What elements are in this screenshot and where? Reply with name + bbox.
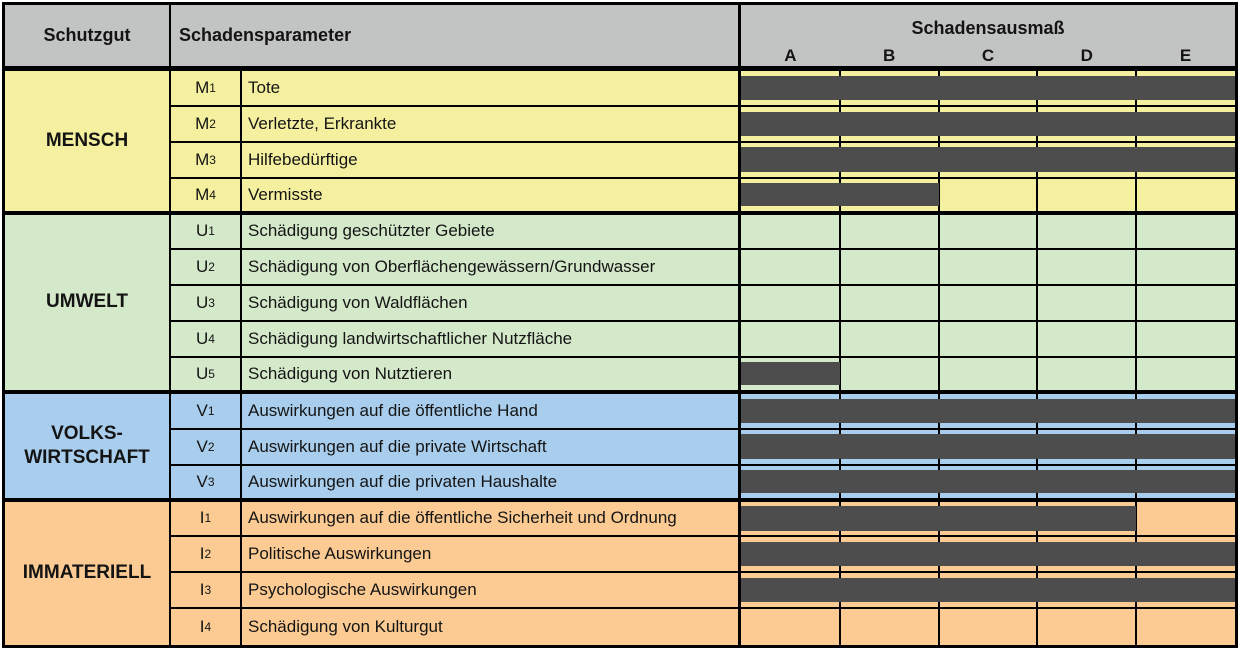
extent-track xyxy=(741,358,1235,394)
parameter-label: Auswirkungen auf die private Wirtschaft xyxy=(242,429,741,466)
scale-label-c: C xyxy=(981,45,995,65)
extent-bar xyxy=(741,470,1235,494)
extent-bar xyxy=(741,506,1137,531)
parameter-label: Schädigung geschützter Gebiete xyxy=(242,214,741,251)
group-cell-immateriell: IMMATERIELL xyxy=(5,501,171,645)
parameter-label: Auswirkungen auf die privaten Haushalte xyxy=(242,465,741,502)
parameter-label: Tote xyxy=(242,71,741,107)
extent-track xyxy=(741,393,1235,430)
parameter-label: Schädigung von Nutztieren xyxy=(242,358,741,394)
parameter-label: Schädigung landwirtschaftlicher Nutzfläc… xyxy=(242,322,741,358)
extent-bar xyxy=(741,75,1235,101)
extent-track xyxy=(741,71,1235,107)
group-cell-umwelt: UMWELT xyxy=(5,214,171,394)
parameter-label: Auswirkungen auf die öffentliche Hand xyxy=(242,393,741,430)
extent-bar xyxy=(741,362,840,386)
parameter-label: Politische Auswirkungen xyxy=(242,537,741,574)
extent-bar xyxy=(741,434,1235,459)
parameter-label: Psychologische Auswirkungen xyxy=(242,573,741,610)
parameter-label: Schädigung von Waldflächen xyxy=(242,286,741,323)
extent-track xyxy=(741,573,1235,610)
extent-track xyxy=(741,501,1235,538)
extent-track xyxy=(741,286,1235,323)
extent-track xyxy=(741,322,1235,358)
extent-track xyxy=(741,250,1235,287)
extent-track xyxy=(741,537,1235,574)
extent-bar xyxy=(741,398,1235,423)
scale-label-a: A xyxy=(784,45,797,65)
parameter-label: Verletzte, Erkrankte xyxy=(242,106,741,143)
extent-track xyxy=(741,106,1235,143)
header-cell-schadensparameter: Schadensparameter xyxy=(171,5,741,71)
extent-track xyxy=(741,429,1235,466)
parameter-label: Schädigung von Kulturgut xyxy=(242,609,741,645)
parameter-label: Vermisste xyxy=(242,178,741,215)
parameter-label: Auswirkungen auf die öffentliche Sicherh… xyxy=(242,501,741,538)
extent-track xyxy=(741,178,1235,215)
scale-label-d: D xyxy=(1080,45,1093,65)
extent-bar xyxy=(741,542,1235,567)
scale-label-b: B xyxy=(883,45,896,65)
extent-track xyxy=(741,142,1235,179)
group-cell-mensch: MENSCH xyxy=(5,71,171,215)
header-cell-schutzgut: Schutzgut xyxy=(5,5,171,71)
scale-label-e: E xyxy=(1179,45,1192,65)
scale-row: A B C D E xyxy=(741,45,1235,71)
extent-track xyxy=(741,609,1235,645)
extent-track xyxy=(741,214,1235,251)
header-cell-schadensausmass: Schadensausmaß xyxy=(741,5,1235,45)
extent-bar xyxy=(741,577,1235,603)
extent-bar xyxy=(741,147,1235,172)
extent-bar xyxy=(741,183,939,207)
extent-bar xyxy=(741,111,1235,136)
parameter-label: Schädigung von Oberflächengewässern/Grun… xyxy=(242,250,741,287)
group-cell-volkswirtschaft: VOLKS- WIRTSCHAFT xyxy=(5,393,171,502)
extent-track xyxy=(741,465,1235,502)
parameter-label: Hilfebedürftige xyxy=(242,142,741,179)
